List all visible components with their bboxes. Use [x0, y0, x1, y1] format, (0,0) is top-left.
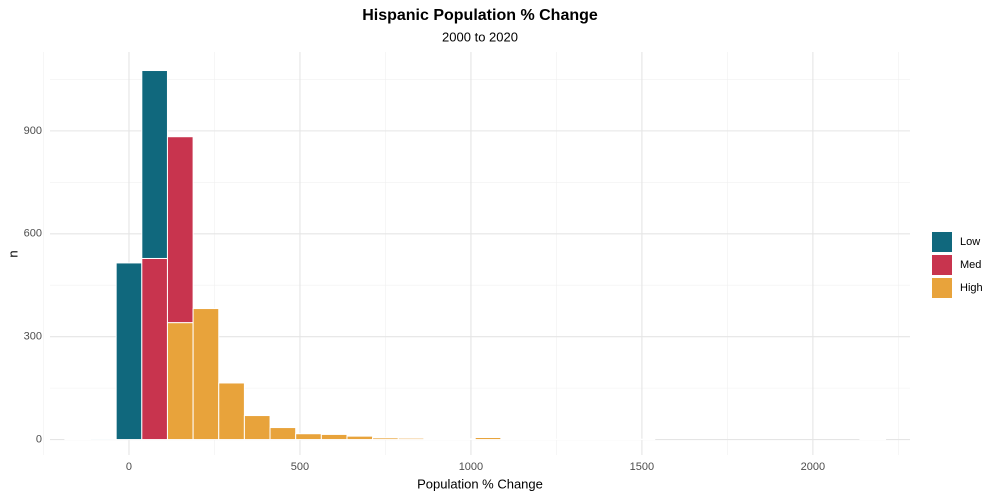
bar	[90, 438, 117, 441]
legend-key	[932, 278, 952, 298]
bar	[295, 433, 322, 441]
bar	[192, 308, 220, 441]
x-tick-label: 1500	[630, 461, 654, 473]
bar	[166, 322, 194, 441]
bar	[346, 435, 374, 441]
x-axis-label: Population % Change	[417, 476, 543, 491]
y-tick-label: 600	[24, 228, 42, 240]
legend-key	[932, 255, 952, 275]
bar	[474, 437, 502, 441]
bar	[397, 437, 425, 441]
legend-label: Med	[960, 259, 981, 271]
legend-label: Low	[960, 236, 980, 248]
y-tick-label: 300	[24, 331, 42, 343]
bar	[64, 438, 92, 441]
x-tick-label: 1000	[459, 461, 483, 473]
bar	[141, 257, 168, 441]
bar	[423, 438, 451, 441]
bar	[269, 427, 297, 441]
bar	[320, 433, 348, 441]
bar	[141, 70, 168, 259]
bar	[218, 382, 245, 441]
y-axis-label: n	[5, 250, 20, 257]
y-tick-label: 0	[36, 433, 42, 445]
y-tick-label: 900	[24, 125, 42, 137]
bar	[449, 438, 476, 441]
bar	[166, 136, 194, 324]
legend-label: High	[960, 282, 983, 294]
legend-key	[932, 232, 952, 252]
chart-title: Hispanic Population % Change	[362, 7, 598, 24]
bar	[372, 437, 399, 441]
bar	[243, 415, 271, 441]
chart-subtitle: 2000 to 2020	[442, 29, 518, 44]
x-tick-label: 500	[291, 461, 309, 473]
bar	[859, 438, 887, 441]
x-tick-label: 2000	[801, 461, 825, 473]
x-tick-label: 0	[126, 461, 132, 473]
bar	[115, 262, 143, 441]
